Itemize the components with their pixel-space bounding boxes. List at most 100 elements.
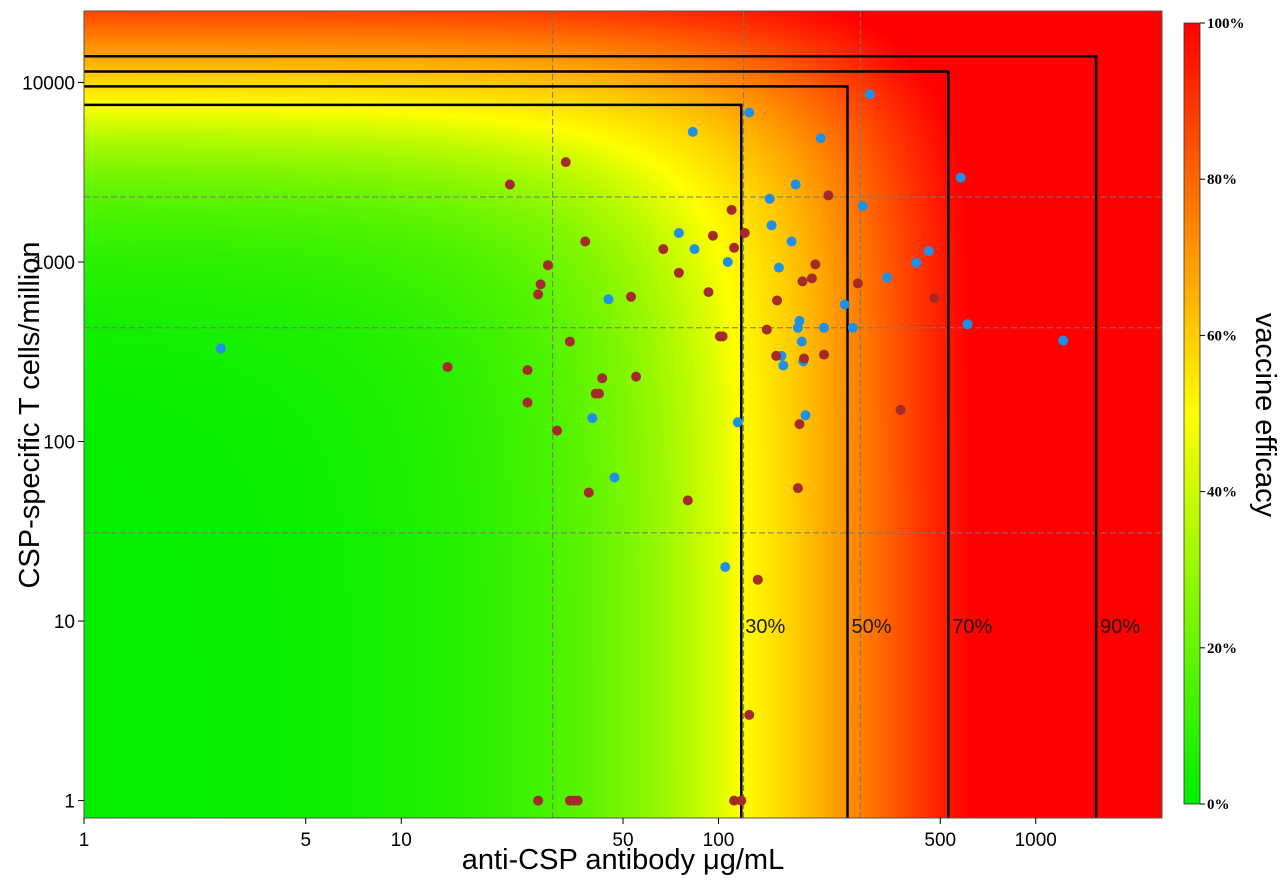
contour-label: 70%: [952, 616, 992, 638]
data-point: [522, 365, 533, 376]
data-point: [564, 336, 575, 347]
data-point: [682, 495, 693, 506]
colorbar-ticks: 0% 20% 40% 60% 80% 100%: [1200, 16, 1245, 813]
colorbar-tick-label: 60%: [1207, 328, 1237, 344]
data-point: [631, 371, 642, 382]
x-tick-label: 10: [391, 830, 412, 851]
data-point: [535, 279, 546, 290]
data-point: [815, 133, 826, 144]
contour-line-70pct: [84, 70, 950, 818]
data-point: [773, 262, 784, 273]
data-point: [533, 795, 544, 806]
data-point: [560, 157, 571, 168]
data-point: [215, 343, 226, 354]
x-tick-label: 1: [79, 830, 90, 851]
contour-line-30pct: [84, 103, 743, 818]
x-tick-label: 5: [300, 830, 311, 851]
data-point: [857, 201, 868, 211]
data-point: [772, 295, 783, 306]
data-point: [552, 425, 563, 436]
data-point: [533, 289, 544, 300]
data-point: [847, 322, 858, 333]
data-point: [739, 228, 750, 238]
data-point: [717, 331, 728, 342]
contour-labels: 30% 50% 70% 90%: [745, 616, 1140, 638]
data-point: [852, 278, 863, 289]
data-point: [583, 487, 594, 498]
data-point: [923, 246, 934, 257]
data-point: [703, 287, 714, 298]
data-point: [911, 257, 922, 268]
colorbar-title: vaccine efficacy: [1249, 313, 1281, 518]
y-axis-ticks: 1 10 100 1000 10000: [22, 73, 84, 813]
data-point: [744, 107, 755, 118]
data-point: [442, 362, 453, 372]
data-point: [673, 267, 684, 278]
data-point: [895, 404, 906, 415]
data-point: [796, 336, 807, 347]
data-point: [794, 315, 805, 326]
data-point: [597, 373, 608, 384]
x-axis-ticks: 1 5 10 50 100 500 1000: [79, 818, 1057, 851]
data-point: [778, 360, 789, 371]
data-point: [764, 193, 775, 204]
data-point: [790, 179, 801, 190]
data-point: [799, 353, 809, 364]
data-point: [864, 89, 875, 100]
colorbar: 0% 20% 40% 60% 80% 100% vaccine efficacy: [1183, 16, 1281, 813]
data-point: [819, 322, 829, 333]
data-point: [823, 190, 834, 201]
plot-area: 30% 50% 70% 90%: [83, 10, 1163, 819]
data-point: [729, 242, 740, 253]
data-point: [792, 483, 803, 494]
colorbar-tick-label: 80%: [1207, 172, 1237, 188]
y-tick-label: 1000: [33, 253, 75, 274]
data-point: [687, 126, 698, 137]
colorbar-tick-label: 0%: [1207, 797, 1230, 813]
data-point: [626, 291, 636, 302]
y-tick-label: 10: [54, 612, 75, 633]
data-point: [882, 272, 893, 283]
data-point: [603, 294, 614, 305]
y-tick-label: 100: [43, 433, 75, 454]
data-point: [771, 350, 782, 361]
data-point: [580, 236, 591, 247]
efficacy-heatmap: [84, 11, 1162, 818]
x-tick-label: 50: [612, 830, 633, 851]
data-point: [722, 257, 733, 267]
data-points: [215, 89, 1069, 806]
data-point: [929, 293, 940, 303]
data-point: [786, 236, 797, 247]
data-point: [810, 259, 821, 270]
data-point: [736, 795, 747, 806]
x-tick-label: 100: [703, 830, 735, 851]
colorbar-tick-label: 100%: [1207, 16, 1245, 32]
data-point: [797, 276, 808, 287]
colorbar-tick-label: 40%: [1207, 485, 1237, 501]
contour-line-90pct: [84, 54, 1098, 818]
y-tick-label: 10000: [22, 73, 75, 94]
data-point: [658, 244, 669, 255]
data-point: [732, 417, 743, 428]
x-axis-title: anti-CSP antibody μg/mL: [462, 844, 784, 876]
data-point: [673, 228, 684, 238]
x-tick-label: 500: [924, 830, 956, 851]
data-point: [587, 413, 598, 424]
data-point: [800, 410, 811, 421]
data-point: [744, 709, 755, 720]
data-point: [839, 299, 850, 310]
y-tick-label: 1: [64, 792, 75, 813]
data-point: [689, 244, 700, 255]
data-point: [594, 388, 604, 399]
data-point: [766, 220, 777, 231]
data-point: [707, 230, 718, 241]
colorbar-tick-label: 20%: [1207, 641, 1237, 657]
contour-line-50pct: [84, 85, 849, 818]
data-point: [504, 179, 515, 190]
data-point: [542, 260, 553, 271]
data-point: [955, 172, 966, 183]
data-point: [1058, 335, 1069, 346]
data-point: [729, 795, 740, 806]
y-axis-title: CSP-specific T cells/million: [14, 241, 46, 588]
